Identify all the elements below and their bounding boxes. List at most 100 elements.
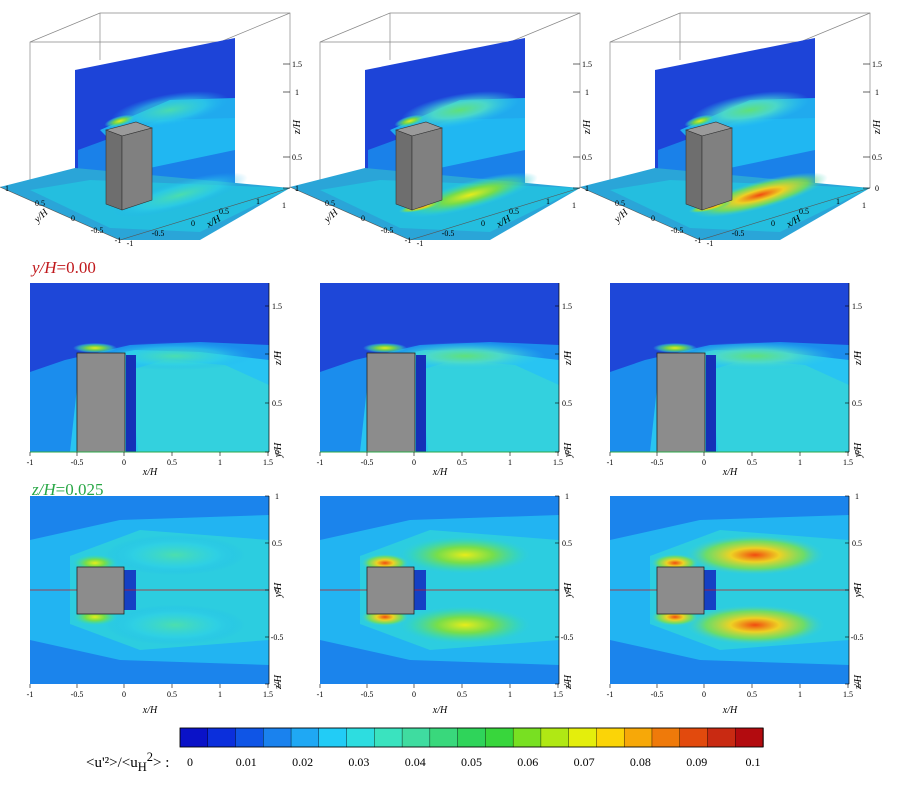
y-axis-tick-label: 0 [651, 214, 655, 223]
lower-wake-contour [685, 605, 825, 645]
x-axis-tick-label: -1 [27, 458, 34, 467]
colorbar-tick-label: 0.07 [574, 755, 595, 769]
colorbar-tick-label: 0.03 [348, 755, 369, 769]
x-axis-tick-label: 0.5 [167, 458, 177, 467]
bbox-top-edges [30, 12, 291, 43]
y-axis-tick-label: 1 [295, 184, 299, 193]
z-axis-tick-label: 1 [585, 88, 589, 97]
z-axis-label: z/H [292, 119, 303, 135]
right-axis-tick-label: 0 [855, 586, 859, 595]
roof-separation-contour [73, 343, 117, 353]
right-axis-label-bottom: y/H [853, 442, 864, 458]
colorbar-title: <u'²>/<uH2> : [86, 750, 170, 774]
bbox-top-edges [320, 12, 581, 43]
right-axis-tick-label: 1 [565, 350, 569, 359]
right-axis-label-bottom: z/H [273, 674, 284, 690]
building-section [366, 352, 416, 453]
x-axis-tick-label: -0.5 [152, 229, 165, 238]
right-axis-label-top: z/H [563, 350, 574, 366]
colorbar-swatch [596, 727, 625, 748]
y-axis-tick-label: 0 [71, 214, 75, 223]
right-axis-tick-label: 0.5 [562, 399, 572, 408]
recirculation-zone [416, 355, 426, 452]
z-axis-tick-label: 1.5 [292, 60, 302, 69]
right-axis-label-bottom: z/H [563, 674, 574, 690]
roof-separation-contour [104, 114, 136, 128]
x-axis-tick-label: 0 [481, 219, 485, 228]
x-axis-tick-label: -1 [317, 458, 324, 467]
x-axis-tick-label: 0 [122, 458, 126, 467]
section-label-y: y/H=0.00 [32, 258, 96, 277]
colorbar-swatch [207, 727, 237, 748]
right-axis-tick-label: 1.5 [852, 302, 862, 311]
x-axis-tick-label: 0 [702, 690, 706, 699]
colorbar-swatch [401, 727, 431, 748]
x-axis-tick-label: 1.5 [263, 458, 273, 467]
x-axis-tick-label: 1 [798, 458, 802, 467]
z-axis-tick-label: 0.5 [872, 153, 882, 162]
shear-layer-contour [110, 91, 230, 129]
right-axis-tick-label: 0.5 [272, 399, 282, 408]
x-axis-tick-label: -1 [317, 690, 324, 699]
colorbar-swatch [429, 727, 459, 748]
z-axis-tick-label: 0 [875, 184, 879, 193]
right-axis-tick-label: 1 [855, 350, 859, 359]
colorbar-tick-label: 0.06 [517, 755, 538, 769]
building-section [76, 566, 125, 615]
section-label-z: z/H=0.025 [32, 480, 104, 499]
y-axis-tick-label: -1 [405, 236, 412, 245]
colorbar-swatch [735, 727, 764, 748]
building-section [656, 352, 706, 453]
right-axis-tick-label: 0.5 [562, 539, 572, 548]
colorbar-frame [179, 727, 764, 748]
x-axis-tick-label: 0 [771, 219, 775, 228]
x-axis-tick-label: 0 [702, 458, 706, 467]
wake-contour [112, 172, 248, 218]
right-axis-tick-label: 1.5 [562, 302, 572, 311]
x-axis-tick-label: 1.5 [553, 690, 563, 699]
colorbar-tick-label: 0.01 [236, 755, 257, 769]
x-axis-tick-label: 0.5 [219, 207, 229, 216]
right-axis-label-top: z/H [273, 350, 284, 366]
roof-separation-contour [653, 343, 697, 353]
y-axis-tick-label: 0.5 [615, 199, 625, 208]
colorbar-tick-label: 0.05 [461, 755, 482, 769]
contour-level-wake [420, 360, 559, 452]
y-axis-tick-label: -0.5 [671, 226, 684, 235]
x-axis-label: x/H [722, 705, 738, 716]
horizontal-section-panel-3: 10.50-0.5-1y/Hz/H-1 -0.5 0 0.5 1 1.5x/H [607, 492, 864, 716]
y-axis-tick-label: 1 [585, 184, 589, 193]
x-axis-tick-label: 0.5 [509, 207, 519, 216]
colorbar-swatch [568, 727, 598, 748]
view3d-panel-1: 1.510.50z/H10.50-0.5-1y/H-1-0.500.51x/H1 [0, 12, 303, 248]
colorbar-swatch [346, 727, 376, 748]
right-axis-tick-label: 0 [565, 586, 569, 595]
x-axis-tick-label: -0.5 [71, 690, 84, 699]
roof-separation-contour [394, 114, 426, 128]
bbox-top-edges [610, 12, 871, 43]
x-axis-tick-label: 0 [122, 690, 126, 699]
colorbar-tick-label: 0 [187, 755, 193, 769]
x-axis-tick-label: 1 [218, 690, 222, 699]
building-front [121, 127, 153, 211]
z-axis-tick-label: 1.5 [582, 60, 592, 69]
x-axis-tick-label: -0.5 [732, 229, 745, 238]
view3d-panel-3: 1.510.50z/H10.50-0.5-1y/H-1-0.500.51x/H1 [579, 12, 883, 248]
right-axis-tick-label: 0 [275, 448, 279, 457]
x-axis-tick-label: -1 [707, 239, 714, 248]
right-axis-label-top: y/H [563, 582, 574, 598]
building-section [366, 566, 415, 615]
right-axis-tick-label: -1 [854, 680, 861, 689]
x-axis-tick-label: 1.5 [553, 458, 563, 467]
vertical-section-panel-2: 1.5 1 0.5 0 z/H y/H -1 -0.5 0 0.5 1 1.5 x/H [317, 283, 574, 478]
right-axis-tick-label: 0.5 [852, 539, 862, 548]
colorbar-swatch [318, 727, 348, 748]
bbox-front-edges [579, 186, 871, 241]
y-axis-tick-label: 0 [361, 214, 365, 223]
horizontal-section-panel-2: 10.50-0.5-1y/Hz/H-1 -0.5 0 0.5 1 1.5x/H [317, 492, 574, 716]
right-axis-tick-label: 0 [275, 586, 279, 595]
contour-level-wake [710, 360, 849, 452]
x-axis-tick-label: -0.5 [442, 229, 455, 238]
x-axis-tick-label: -1 [607, 690, 614, 699]
